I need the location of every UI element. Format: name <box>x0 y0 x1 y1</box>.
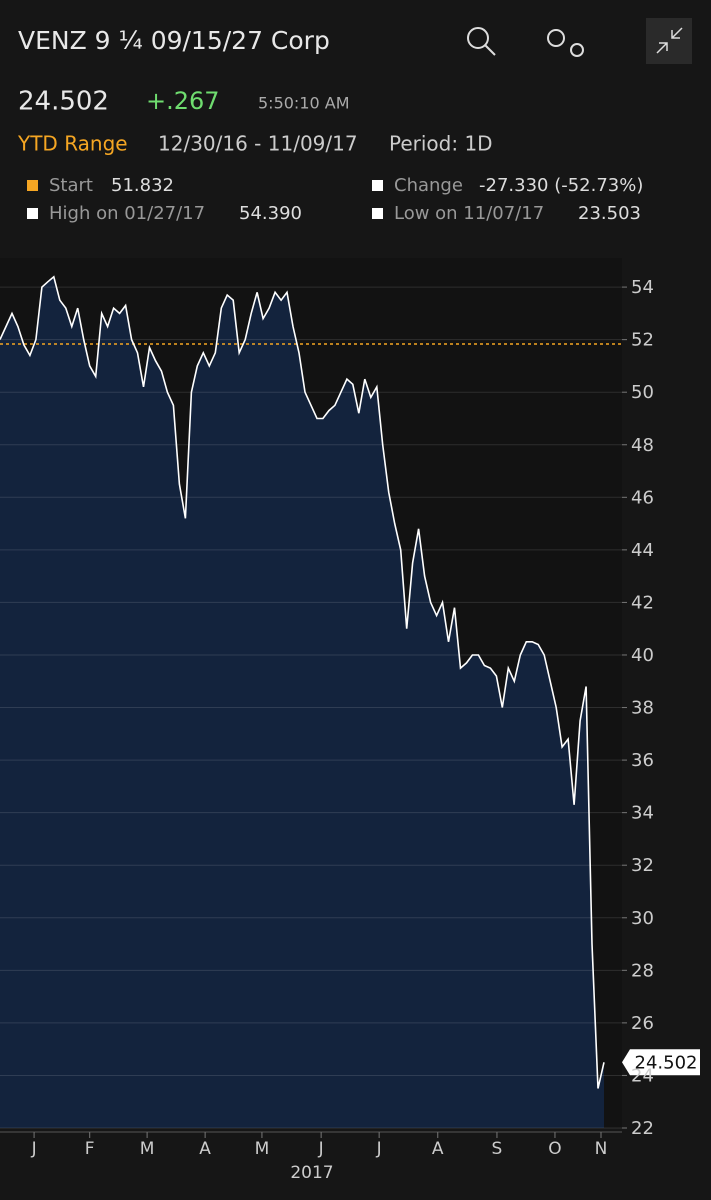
x-tick-label: F <box>85 1139 95 1159</box>
price-change: +.267 <box>146 87 220 115</box>
x-axis-label: 2017 <box>290 1163 333 1183</box>
y-tick-label: 26 <box>631 1013 654 1034</box>
x-tick-label: A <box>199 1139 211 1159</box>
last-price-label: 24.502 <box>635 1052 698 1073</box>
x-tick-label: M <box>140 1139 155 1159</box>
y-tick-label: 24 <box>631 1065 654 1086</box>
y-tick-label: 50 <box>631 382 654 403</box>
x-tick-label: N <box>595 1139 608 1159</box>
stat-value: 51.832 <box>111 175 174 196</box>
last-price-tag <box>622 1049 700 1076</box>
period: Period: 1D <box>389 132 493 156</box>
x-tick-label: M <box>255 1139 270 1159</box>
collapse-button[interactable] <box>646 18 692 64</box>
y-tick-label: 22 <box>631 1118 654 1139</box>
x-tick-label: J <box>376 1139 382 1159</box>
stat-value: 54.390 <box>239 203 302 224</box>
y-tick-label: 36 <box>631 750 654 771</box>
time: 5:50:10 AM <box>258 94 350 113</box>
y-tick-label: 52 <box>631 330 654 351</box>
y-tick-label: 54 <box>631 277 654 298</box>
area <box>0 276 604 1128</box>
x-tick-label: J <box>318 1139 324 1159</box>
settings-icon[interactable] <box>547 29 584 57</box>
x-tick-label: A <box>432 1139 444 1159</box>
legend-swatch <box>27 208 38 219</box>
legend-swatch <box>372 208 383 219</box>
x-tick-label: O <box>548 1139 561 1159</box>
y-tick-label: 34 <box>631 803 654 824</box>
stat-label: Low on 11/07/17 <box>394 203 544 224</box>
stat-value: -27.330 (-52.73%) <box>479 175 643 196</box>
price-line <box>0 275 605 1089</box>
y-tick-label: 32 <box>631 855 654 876</box>
range: 12/30/16 - 11/09/17 <box>158 132 358 156</box>
x-tick-label: J <box>31 1139 37 1159</box>
y-tick-label: 40 <box>631 645 654 666</box>
x-tick-label: S <box>492 1139 503 1159</box>
stat-label: Start <box>49 175 93 196</box>
range-label[interactable]: YTD Range <box>17 132 128 156</box>
legend-swatch <box>27 180 38 191</box>
legend-swatch <box>372 180 383 191</box>
y-tick-label: 44 <box>631 540 654 561</box>
stat-value: 23.503 <box>578 203 641 224</box>
security-title: VENZ 9 ¼ 09/15/27 Corp <box>18 26 330 55</box>
y-tick-label: 28 <box>631 960 654 981</box>
stat-label: Change <box>394 175 463 196</box>
search-icon[interactable] <box>467 27 496 56</box>
y-tick-label: 42 <box>631 592 654 613</box>
stat-label: High on 01/27/17 <box>49 203 205 224</box>
y-tick-label: 38 <box>631 698 654 719</box>
y-tick-label: 48 <box>631 435 654 456</box>
y-tick-label: 46 <box>631 487 654 508</box>
last-price: 24.502 <box>18 87 109 117</box>
y-tick-label: 30 <box>631 908 654 929</box>
